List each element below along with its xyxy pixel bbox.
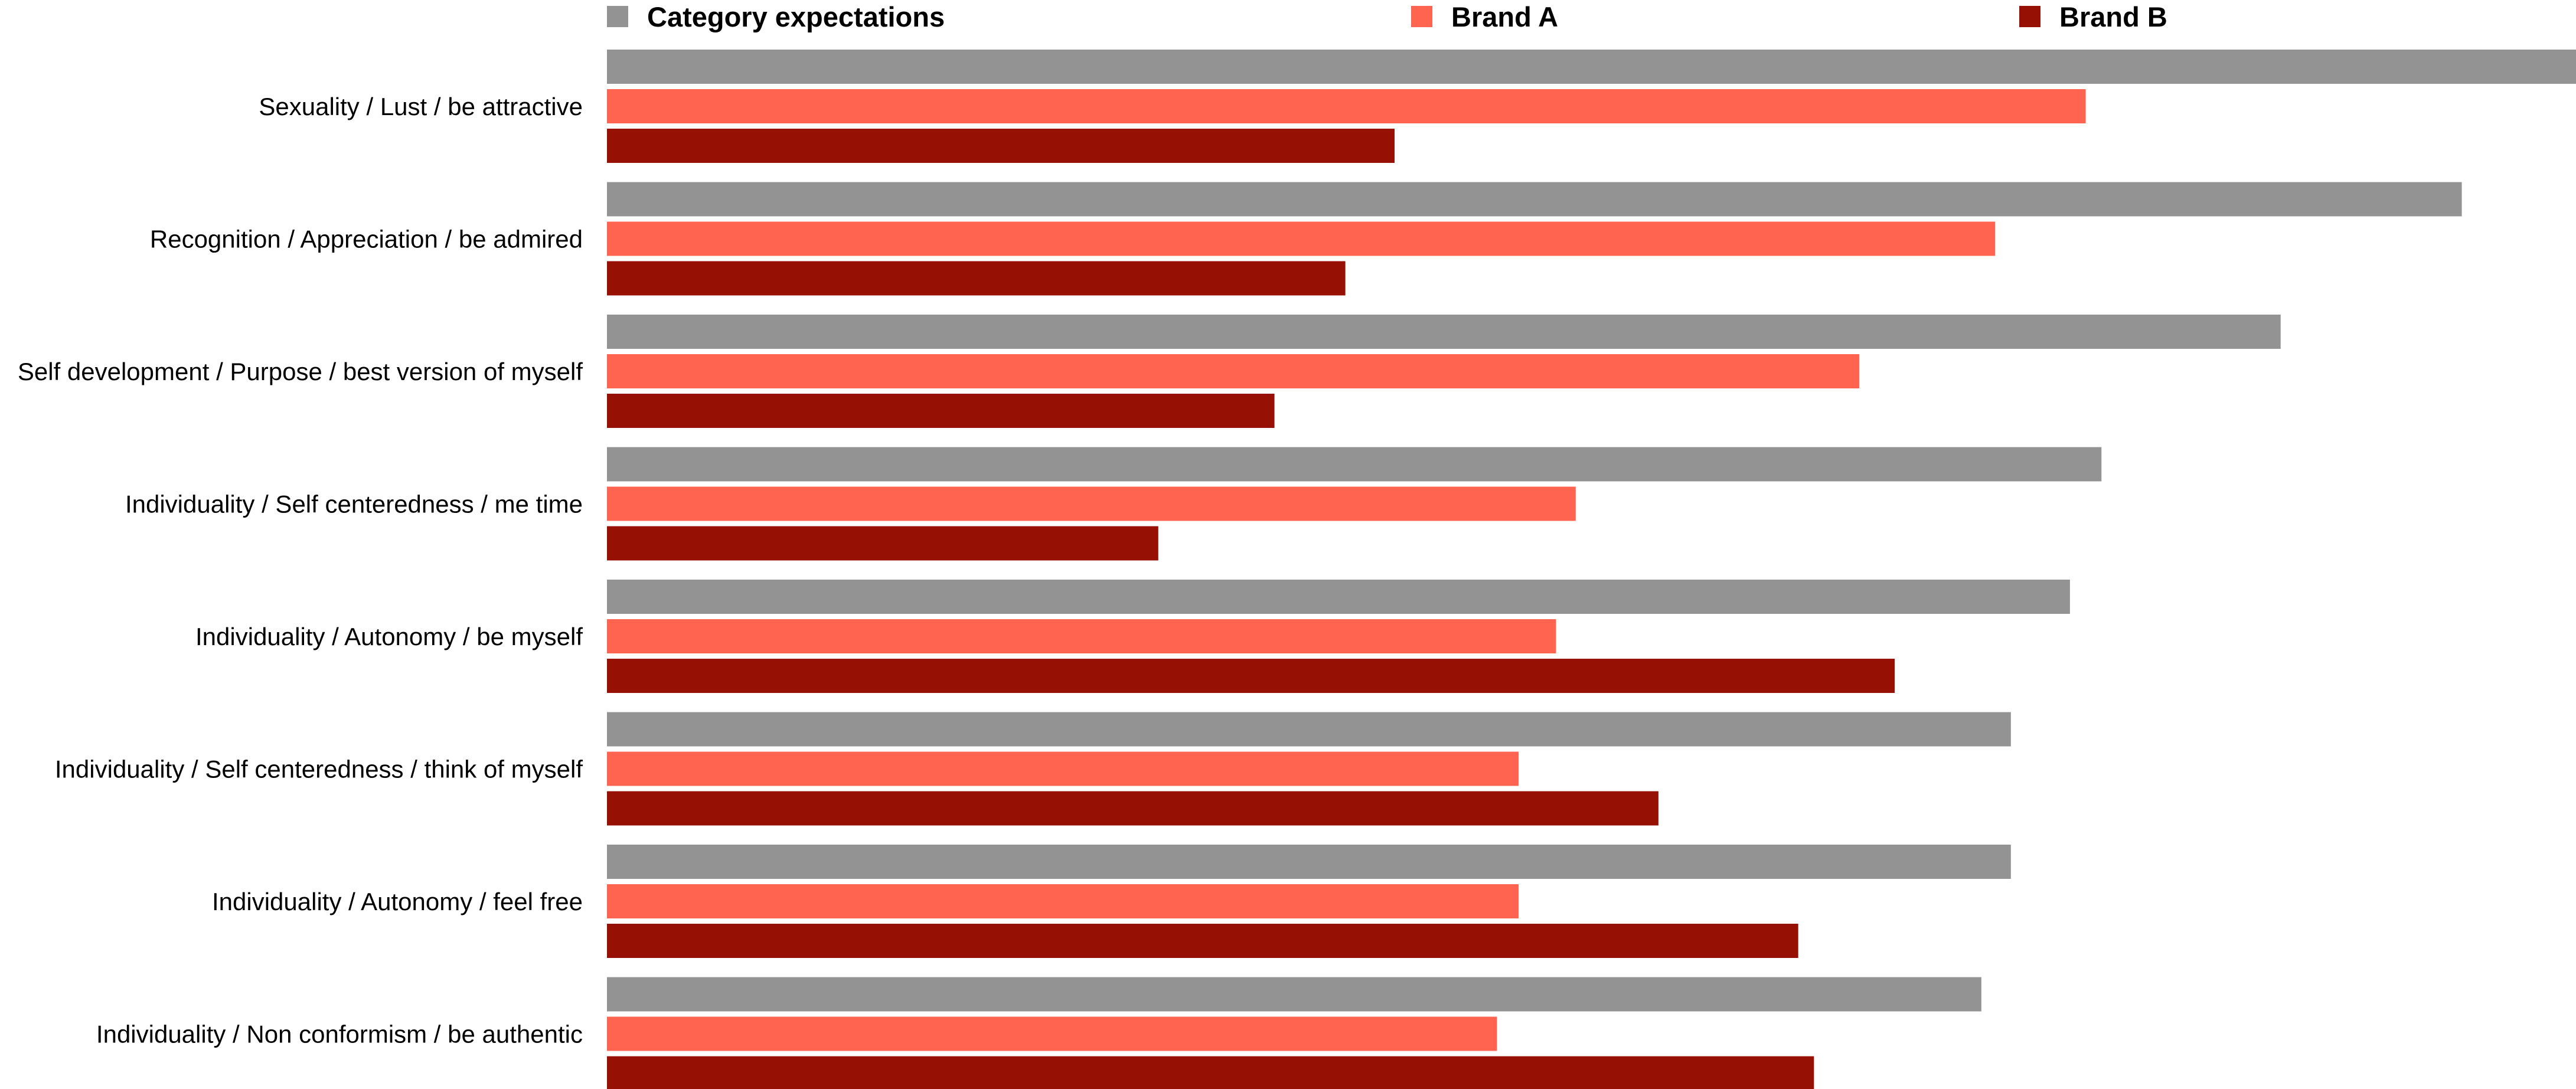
bar-brand-b-individuality-self-centeredness-think-of-myself <box>607 791 1658 826</box>
bar-brand-b-self-development-purpose-best-version-of-myself <box>607 394 1275 428</box>
bar-brand-a-individuality-autonomy-be-myself <box>607 619 1556 653</box>
legend-label-category-expectations: Category expectations <box>647 1 945 32</box>
legend-label-brand-b: Brand B <box>2059 1 2167 32</box>
legend-swatch-brand-a <box>1411 6 1432 27</box>
bar-category-expectations-recognition-appreciation-be-admired <box>607 182 2462 217</box>
bar-brand-a-individuality-self-centeredness-me-time <box>607 486 1576 521</box>
category-label-recognition-appreciation-be-admired: Recognition / Appreciation / be admired <box>150 225 583 253</box>
category-label-individuality-self-centeredness-think-of-myself: Individuality / Self centeredness / thin… <box>55 756 583 783</box>
category-labels: Sexuality / Lust / be attractive Recognit… <box>18 93 583 1048</box>
legend-label-brand-a: Brand A <box>1451 1 1558 32</box>
bar-category-expectations-sexuality-lust-be-attractive <box>607 50 2576 84</box>
category-label-individuality-self-centeredness-me-time: Individuality / Self centeredness / me t… <box>125 490 583 518</box>
category-label-self-development-purpose-best-version-of-myself: Self development / Purpose / best versio… <box>18 358 583 385</box>
bar-brand-a-individuality-self-centeredness-think-of-myself <box>607 751 1519 786</box>
bar-category-expectations-individuality-self-centeredness-me-time <box>607 447 2102 482</box>
category-label-sexuality-lust-be-attractive: Sexuality / Lust / be attractive <box>259 93 583 120</box>
bar-brand-a-self-development-purpose-best-version-of-myself <box>607 354 1860 388</box>
bar-brand-b-individuality-autonomy-be-myself <box>607 659 1895 693</box>
category-label-individuality-autonomy-feel-free: Individuality / Autonomy / feel free <box>212 888 583 915</box>
bar-brand-a-sexuality-lust-be-attractive <box>607 89 2086 123</box>
bar-brand-b-sexuality-lust-be-attractive <box>607 129 1395 163</box>
bar-brand-b-recognition-appreciation-be-admired <box>607 261 1346 296</box>
bars <box>607 50 2576 1089</box>
bar-category-expectations-individuality-self-centeredness-think-of-myself <box>607 712 2011 747</box>
bar-brand-a-recognition-appreciation-be-admired <box>607 221 1996 256</box>
legend-swatch-category-expectations <box>607 6 628 27</box>
legend: Category expectations Brand A Brand B <box>607 1 2167 32</box>
bar-brand-a-individuality-autonomy-feel-free <box>607 884 1519 918</box>
category-label-individuality-autonomy-be-myself: Individuality / Autonomy / be myself <box>195 623 583 650</box>
bar-brand-b-individuality-self-centeredness-me-time <box>607 526 1158 561</box>
bar-category-expectations-self-development-purpose-best-version-of-myself <box>607 315 2281 349</box>
legend-swatch-brand-b <box>2019 6 2040 27</box>
category-label-individuality-non-conformism-be-authentic: Individuality / Non conformism / be auth… <box>96 1021 583 1048</box>
bar-category-expectations-individuality-autonomy-feel-free <box>607 845 2011 879</box>
bar-brand-b-individuality-autonomy-feel-free <box>607 924 1798 958</box>
bar-category-expectations-individuality-autonomy-be-myself <box>607 580 2070 614</box>
bar-category-expectations-individuality-non-conformism-be-authentic <box>607 977 1981 1012</box>
bar-brand-a-individuality-non-conformism-be-authentic <box>607 1016 1497 1051</box>
bar-brand-b-individuality-non-conformism-be-authentic <box>607 1056 1814 1089</box>
